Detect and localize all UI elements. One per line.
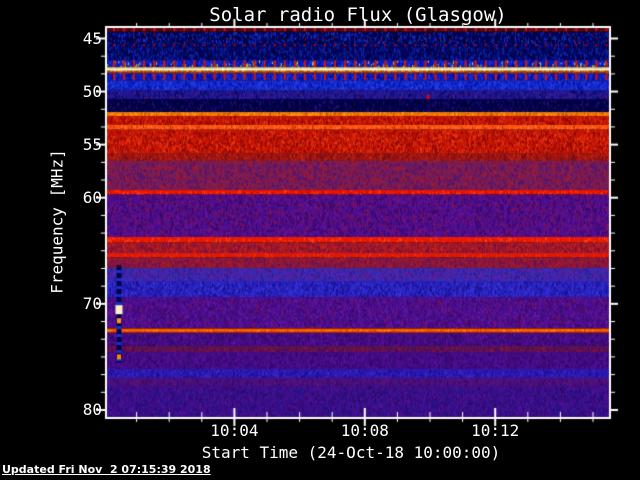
y-tick-label: 80	[82, 399, 102, 419]
x-axis-label: Start Time (24-Oct-18 10:00:00)	[201, 443, 501, 462]
y-tick-label: 70	[82, 293, 102, 313]
x-tick-label: 10:04	[210, 421, 259, 440]
chart-title: Solar radio Flux (Glasgow)	[209, 4, 507, 26]
x-tick-label: 10:12	[471, 421, 520, 440]
y-tick-label: 55	[82, 134, 102, 154]
x-tick-label: 10:08	[340, 421, 389, 440]
updated-timestamp: Updated Fri Nov 2 07:15:39 2018	[2, 463, 211, 476]
y-tick-label: 50	[82, 81, 102, 101]
y-tick-label: 45	[82, 28, 102, 48]
y-tick-label: 60	[82, 187, 102, 207]
